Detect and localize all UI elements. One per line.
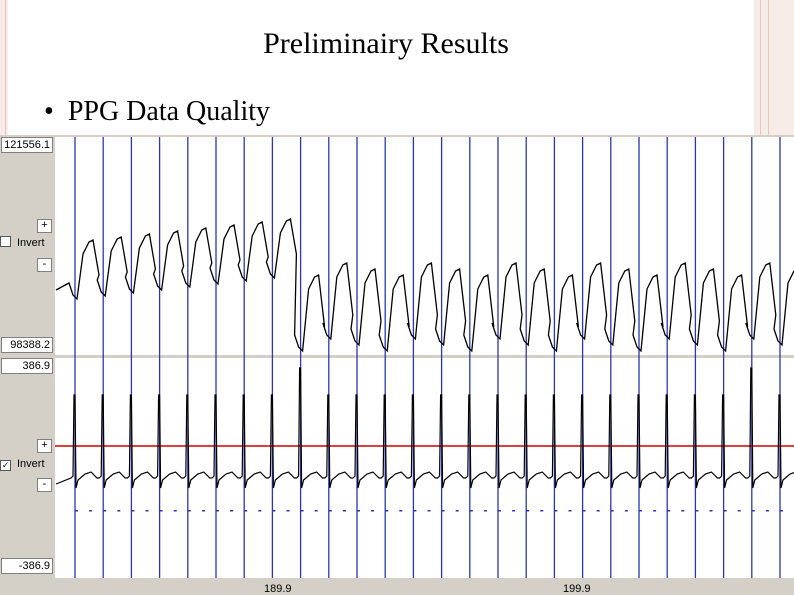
ecg-dash-mark (159, 510, 163, 512)
ecg-dash-mark (117, 510, 121, 512)
ecg-max-value-field[interactable]: 386.9 (1, 358, 53, 374)
ppg-zoom-out-button[interactable]: - (37, 258, 52, 272)
ecg-dash-mark (582, 510, 586, 512)
ecg-plot-area (55, 358, 794, 578)
ecg-dash-mark (751, 510, 755, 512)
ecg-dash-mark (780, 510, 783, 512)
ecg-dash-mark (342, 510, 346, 512)
ppg-min-value-field[interactable]: 98388.2 (1, 337, 53, 353)
slide-frame-right (754, 0, 794, 135)
ecg-dash-mark (469, 510, 473, 512)
ecg-dash-mark (216, 510, 219, 512)
ecg-dash-mark (427, 510, 431, 512)
ecg-invert-label: Invert (17, 458, 45, 470)
ecg-dash-mark (300, 510, 304, 512)
ecg-dash-mark (314, 510, 318, 512)
ecg-zoom-in-button[interactable]: + (37, 439, 52, 453)
ecg-dash-mark (596, 510, 600, 512)
ecg-dash-mark (371, 510, 375, 512)
ecg-dash-mark (526, 510, 530, 512)
ecg-dash-mark (413, 510, 417, 512)
ecg-dash-mark (554, 510, 558, 512)
ppg-trace (55, 218, 794, 353)
ecg-dash-mark (639, 510, 642, 512)
ecg-dash-mark (624, 510, 628, 512)
ppg-zoom-in-button[interactable]: + (37, 219, 52, 233)
ppg-plot-area (55, 137, 794, 355)
ecg-dash-mark (512, 510, 516, 512)
ecg-dash-mark (540, 510, 544, 512)
ecg-dash-mark (667, 510, 671, 512)
ppg-invert-checkbox[interactable]: Invert (0, 236, 45, 250)
ecg-dash-mark (483, 510, 487, 512)
ppg-max-value-field[interactable]: 121556.1 (1, 137, 53, 153)
ecg-dash-mark (173, 510, 177, 512)
ecg-dash-mark (244, 510, 248, 512)
bullet-item: • PPG Data Quality (44, 96, 270, 128)
ecg-dash-mark (709, 510, 713, 512)
ecg-dash-mark (765, 510, 769, 512)
ecg-dash-mark (272, 510, 276, 512)
ecg-dash-mark (498, 510, 501, 512)
ecg-invert-box[interactable]: ✓ (0, 460, 11, 471)
ecg-dash-mark (695, 510, 699, 512)
ecg-dash-mark (610, 510, 614, 512)
ecg-dash-mark (723, 510, 727, 512)
bullet-text: PPG Data Quality (67, 96, 271, 127)
ecg-dash-mark (441, 510, 445, 512)
ecg-dash-mark (328, 510, 332, 512)
ppg-invert-label: Invert (17, 237, 45, 249)
bullet-dot-icon: • (44, 96, 54, 127)
ecg-dash-mark (258, 510, 262, 512)
time-tick-label: 189.9 (264, 583, 292, 595)
slide-frame-left (0, 0, 8, 135)
ecg-dash-mark (230, 510, 234, 512)
ecg-dash-mark (568, 510, 572, 512)
ecg-dash-mark (681, 510, 685, 512)
ppg-invert-box[interactable] (0, 236, 11, 247)
ecg-dash-mark (201, 510, 205, 512)
ecg-dash-mark (455, 510, 459, 512)
ecg-dash-mark (103, 510, 107, 512)
ecg-min-value-field[interactable]: -386.9 (1, 558, 53, 574)
ecg-invert-checkbox[interactable]: ✓ Invert (0, 457, 45, 471)
ecg-trace (55, 367, 794, 489)
ecg-dash-mark (75, 510, 78, 512)
ecg-dash-mark (737, 510, 741, 512)
ecg-dash-mark (653, 510, 657, 512)
time-tick-label: 199.9 (563, 583, 591, 595)
ecg-dash-mark (89, 510, 93, 512)
ecg-dash-mark (286, 510, 290, 512)
ecg-dash-mark (385, 510, 389, 512)
ecg-dash-mark (399, 510, 403, 512)
ecg-zoom-out-button[interactable]: - (37, 478, 52, 492)
slide-title: Preliminairy Results (263, 27, 509, 60)
ecg-dash-mark (131, 510, 135, 512)
ecg-dash-mark (357, 510, 360, 512)
ecg-dash-mark (145, 510, 149, 512)
ecg-dash-mark (187, 510, 191, 512)
